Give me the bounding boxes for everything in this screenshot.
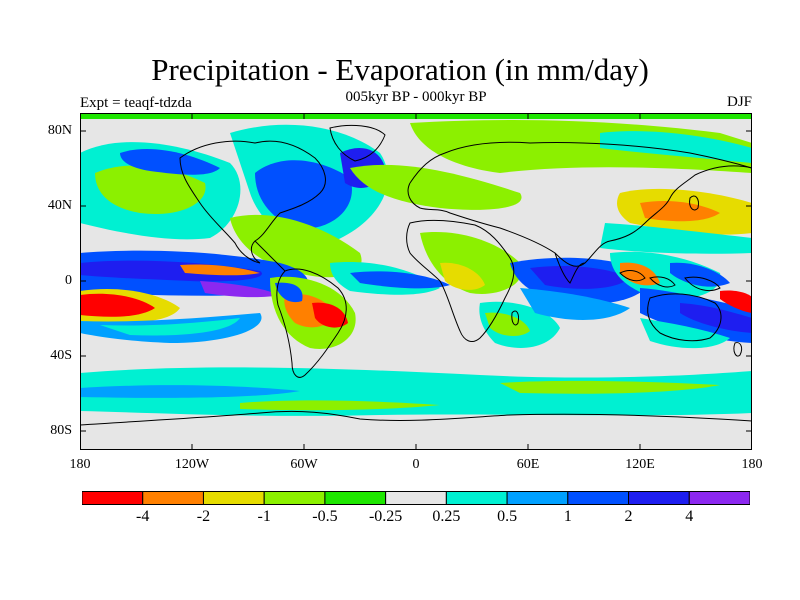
lat-label-40n: 40N: [47, 198, 72, 213]
precip-evap-map: [80, 113, 752, 450]
lon-label-120w: 120W: [174, 457, 210, 472]
colorbar-label: 2: [624, 508, 633, 525]
colorbar-box: [385, 491, 447, 505]
colorbar-label: 0.5: [497, 508, 518, 525]
colorbar-box: [324, 491, 387, 505]
contour-fills: [80, 113, 752, 416]
colorbar-label: 4: [685, 508, 694, 525]
lon-label-180e: 180: [741, 457, 763, 472]
colorbar-box: [628, 491, 690, 505]
lon-label-60e: 60E: [516, 457, 540, 472]
colorbar-box: [688, 491, 750, 505]
plot-title: Precipitation - Evaporation (in mm/day): [151, 52, 649, 87]
axis-ticks: [80, 113, 752, 450]
colorbar-label: -4: [136, 508, 150, 525]
colorbar-box: [445, 491, 508, 505]
colorbar-label: -2: [196, 508, 211, 525]
colorbar-box: [263, 491, 326, 505]
colorbar-box: [142, 491, 204, 505]
colorbar-label: 0.25: [432, 508, 461, 525]
lat-label-80s: 80S: [50, 423, 72, 438]
colorbar-label: 1: [563, 508, 572, 525]
lon-label-120e: 120E: [625, 457, 655, 472]
coastlines: [80, 124, 752, 426]
colorbar-label: -0.5: [312, 508, 338, 525]
lon-label-180w: 180: [69, 457, 91, 472]
colorbar-box: [82, 491, 144, 505]
lat-label-40s: 40S: [50, 348, 72, 363]
lon-label-0: 0: [412, 457, 420, 472]
experiment-label: Expt = teaqf-tdzda: [80, 95, 192, 111]
colorbar-label: -1: [257, 508, 271, 525]
colorbar-box: [567, 491, 630, 505]
colorbar-box: [506, 491, 569, 505]
plot-subtitle: 005kyr BP - 000kyr BP: [345, 89, 487, 105]
lon-label-60w: 60W: [290, 457, 318, 472]
colorbar-box: [202, 491, 265, 505]
lat-label-80n: 80N: [47, 123, 72, 138]
lat-label-0: 0: [65, 273, 72, 288]
colorbar-label: -0.25: [368, 508, 403, 525]
season-label: DJF: [726, 94, 752, 110]
colorbar: [82, 491, 750, 505]
